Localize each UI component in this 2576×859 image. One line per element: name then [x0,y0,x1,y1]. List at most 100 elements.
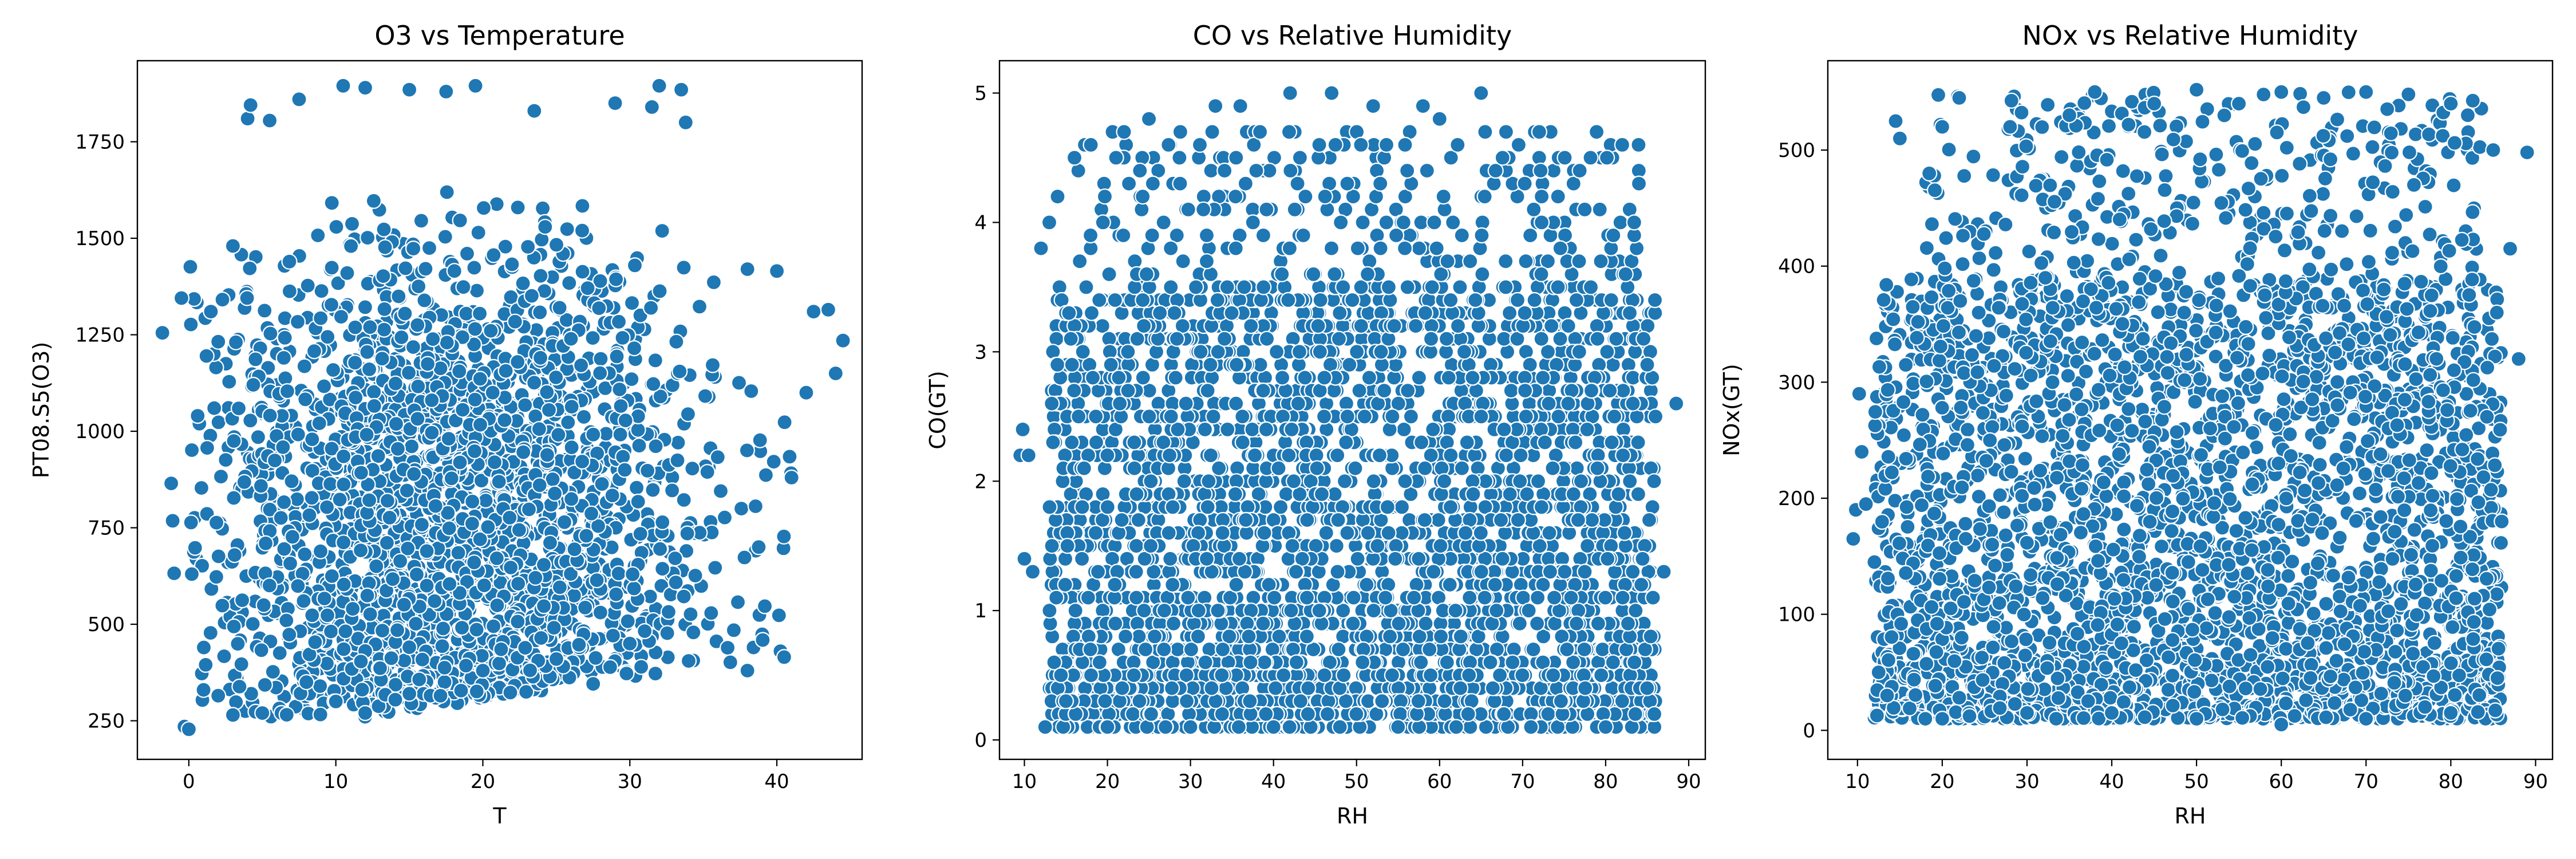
scatter-point [295,593,312,609]
scatter-point [281,253,298,270]
scatter-point [434,638,451,655]
scatter-point [628,479,645,496]
scatter-point [623,294,641,312]
scatter-point [316,590,333,607]
scatter-point [1439,654,1455,671]
scatter-point [275,439,291,455]
scatter-point [453,619,471,636]
scatter-point [361,361,378,378]
scatter-point [725,622,742,639]
scatter-point [307,634,323,651]
scatter-point [776,649,793,665]
scatter-point [410,378,426,395]
scatter-point [705,274,722,290]
scatter-point [173,290,190,306]
scatter-point [418,577,435,594]
scatter-point [539,384,555,400]
scatter-point [1625,564,1641,580]
scatter-point [376,221,392,238]
scatter-point [566,541,583,558]
scatter-point [218,451,234,468]
scatter-point [405,241,422,257]
scatter-point [659,625,675,641]
scatter-point [318,499,335,515]
scatter-point [652,388,669,405]
scatter-point [805,303,822,320]
scatter-point [561,275,578,291]
scatter-point [436,659,453,676]
scatter-point [409,411,426,427]
scatter-point [377,239,393,255]
scatter-point [452,454,468,471]
scatter-point [486,454,503,471]
scatter-point [388,416,405,432]
scatter-point [563,399,580,415]
scatter-point [425,330,441,348]
scatter-point [560,414,576,431]
scatter-point [491,473,507,490]
scatter-point [827,365,844,382]
scatter-point [1335,602,1352,619]
scatter-point [330,275,346,291]
scatter-point [1087,525,1104,541]
scatter-point [452,212,468,228]
scatter-point [771,607,787,624]
scatter-point [768,263,785,279]
scatter-point [472,371,488,387]
scatter-point [550,427,567,443]
scatter-point [393,329,410,346]
scatter-point [651,283,668,300]
scatter-point [214,291,231,308]
scatter-point [1219,421,1236,438]
scatter-point [376,301,393,317]
scatter-point [1565,654,1582,671]
scatter-point [654,223,670,239]
y-axis-label: PT08.S5(O3) [29,342,54,479]
scatter-point [1196,421,1214,438]
scatter-point [1565,486,1582,503]
scatter-point [296,358,313,375]
scatter-point [1630,486,1646,503]
y-tick-label: 250 [88,710,125,733]
scatter-point [323,568,340,585]
scatter-point [1393,499,1411,515]
scatter-point [180,721,197,738]
scatter-point [276,541,293,557]
scatter-point [752,432,768,448]
scatter-point [400,364,417,381]
scatter-point [521,662,539,679]
scatter-point [719,639,736,656]
scatter-point [312,677,329,695]
scatter-point [1646,291,1664,309]
scatter-point [739,662,756,679]
scatter-point [438,334,455,351]
scatter-point [464,515,481,532]
scatter-point [647,352,663,369]
scatter-point [592,273,609,289]
scatter-point [622,635,638,652]
scatter-point [1530,473,1547,490]
scatter-point [427,498,444,514]
scatter-point [339,265,355,281]
scatter-point [624,566,641,582]
scatter-point [459,574,476,590]
scatter-point [626,257,643,274]
scatter-point [278,706,295,723]
scatter-point [1539,344,1556,360]
scatter-point [362,319,378,336]
scatter-point [1126,460,1143,476]
scatter-point [526,103,543,119]
scatter-point [312,706,329,723]
scatter-point [312,543,329,559]
scatter-point [455,279,472,295]
scatter-point [477,492,494,509]
scatter-point [1361,369,1377,386]
scatter-point [1440,369,1457,386]
scatter-point [384,571,401,588]
scatter-point [1525,641,1542,658]
scatter-point [520,501,538,518]
scatter-point [166,565,183,582]
scatter-point [1328,538,1345,554]
scatter-point [228,334,244,350]
scatter-point [343,215,361,232]
